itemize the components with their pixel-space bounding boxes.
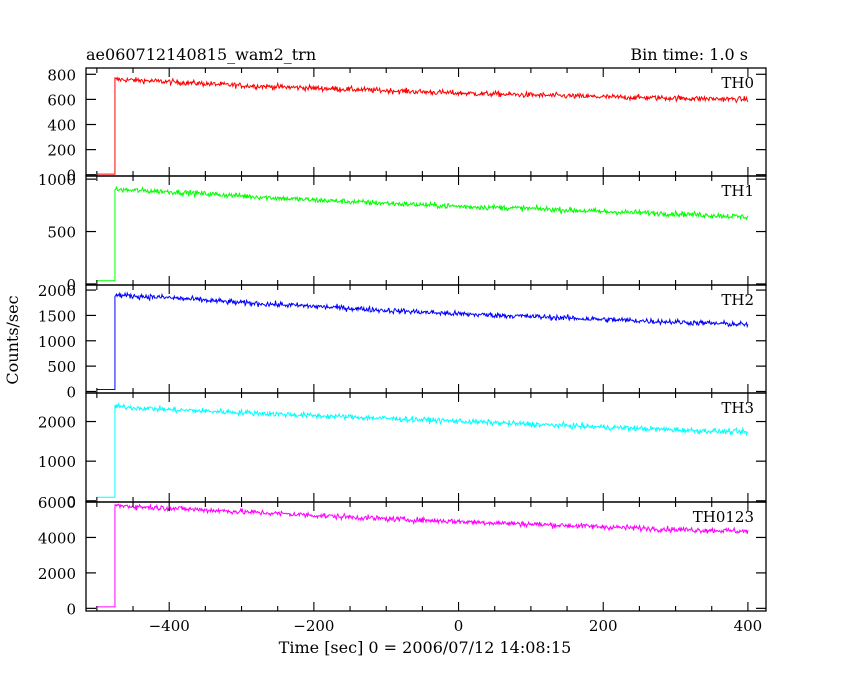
x-tick-label: 400 <box>734 617 763 635</box>
panel-label-th3: TH3 <box>721 399 754 417</box>
y-tick-label: 4000 <box>38 529 76 547</box>
y-tick-label: 0 <box>66 276 76 294</box>
panel-label-th0: TH0 <box>721 74 754 92</box>
y-tick-label: 1000 <box>38 171 76 189</box>
panel-label-th0123: TH0123 <box>693 508 754 526</box>
y-tick-label: 200 <box>47 142 76 160</box>
y-tick-label: 6000 <box>38 494 76 512</box>
panel-frame-th0123 <box>85 501 767 612</box>
x-axis-label: Time [sec] 0 = 2006/07/12 14:08:15 <box>279 638 572 657</box>
panel-label-th2: TH2 <box>721 291 754 309</box>
panel-frame-th0 <box>85 67 767 177</box>
panel-frame-th3 <box>85 392 767 503</box>
series-line-th0123 <box>96 503 749 608</box>
x-tick-label: −400 <box>149 617 190 635</box>
series-line-th0 <box>96 76 749 175</box>
x-tick-label: 0 <box>454 617 464 635</box>
y-tick-label: 2000 <box>38 565 76 583</box>
y-tick-label: 500 <box>47 358 76 376</box>
y-tick-label: 400 <box>47 117 76 135</box>
x-tick-label: 200 <box>589 617 618 635</box>
panel-frame-th2 <box>85 284 767 394</box>
y-tick-label: 0 <box>66 493 76 511</box>
panels-group: 0 200 400 600 800 TH0 0 500 1000 TH1 0 500 1000 1500 2… <box>38 66 767 635</box>
y-tick-label: 800 <box>47 66 76 84</box>
y-tick-label: 1500 <box>38 307 76 325</box>
series-line-th1 <box>96 185 749 282</box>
series-line-th2 <box>96 291 749 390</box>
y-tick-label: 0 <box>66 383 76 401</box>
y-tick-label: 0 <box>66 167 76 185</box>
panel-label-th1: TH1 <box>721 182 754 200</box>
y-tick-label: 2000 <box>38 414 76 432</box>
series-line-th3 <box>96 402 749 498</box>
chart-title: ae060712140815_wam2_trn <box>86 45 316 64</box>
y-axis-label: Counts/sec <box>3 295 22 384</box>
x-tick-label: −200 <box>293 617 334 635</box>
y-tick-label: 1000 <box>38 453 76 471</box>
y-tick-label: 2000 <box>38 282 76 300</box>
bin-time-label: Bin time: 1.0 s <box>630 45 748 64</box>
y-tick-label: 0 <box>66 600 76 618</box>
y-tick-label: 1000 <box>38 333 76 351</box>
y-tick-label: 500 <box>47 224 76 242</box>
y-tick-label: 600 <box>47 91 76 109</box>
